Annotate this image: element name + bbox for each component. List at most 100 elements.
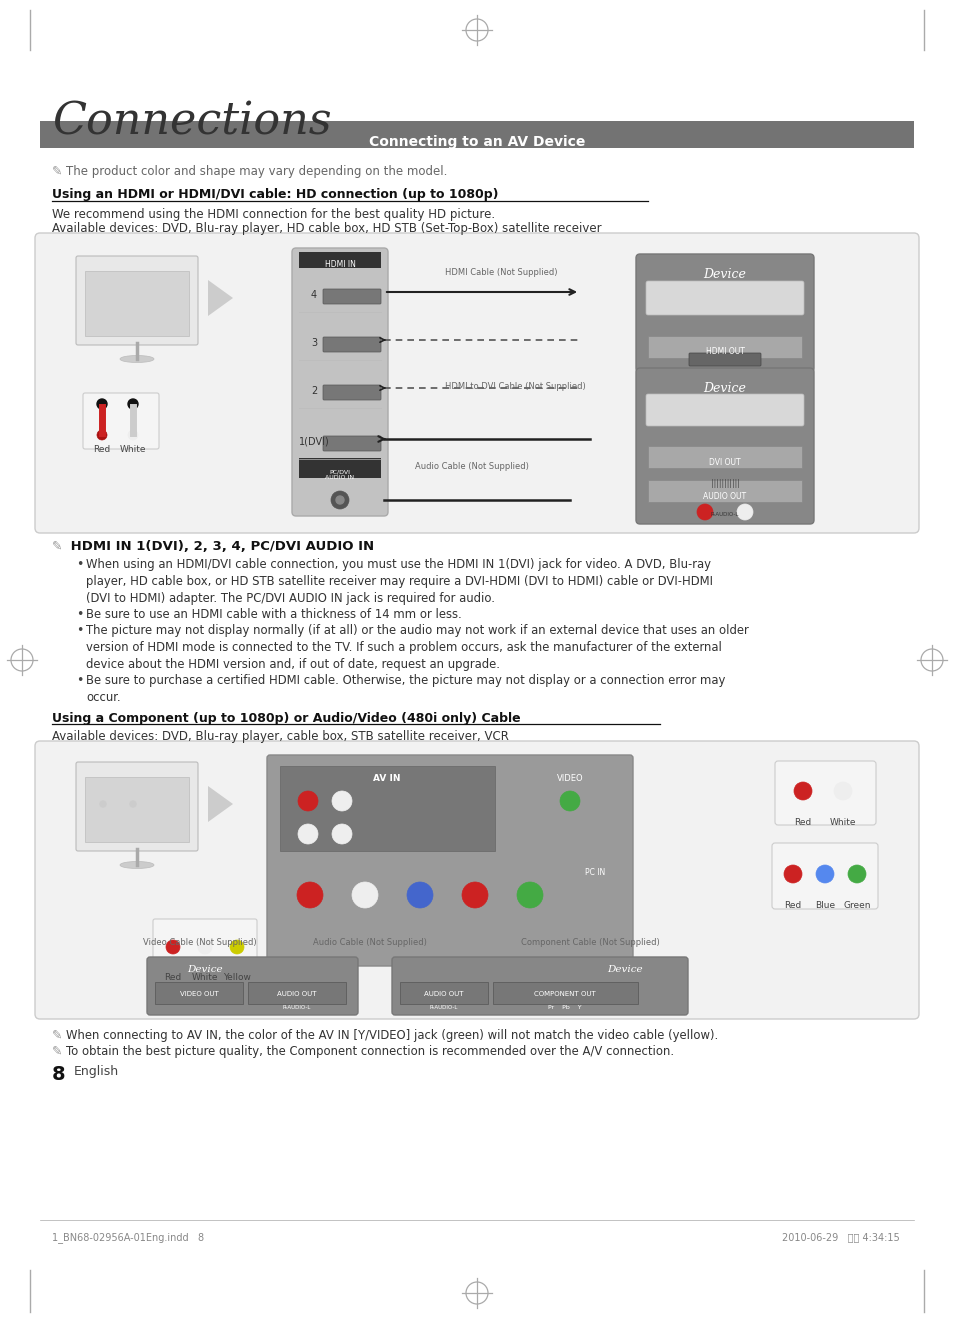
Text: White: White <box>829 818 856 827</box>
Bar <box>647 480 801 502</box>
Text: When connecting to AV IN, the color of the AV IN [Y/VIDEO] jack (green) will not: When connecting to AV IN, the color of t… <box>66 1029 718 1042</box>
Circle shape <box>97 399 107 410</box>
Circle shape <box>331 491 349 509</box>
Text: Red: Red <box>164 974 181 982</box>
Text: Component Cable (Not Supplied): Component Cable (Not Supplied) <box>520 938 659 947</box>
Circle shape <box>833 782 851 801</box>
Text: VIDEO OUT: VIDEO OUT <box>179 991 218 997</box>
Text: ✎: ✎ <box>52 1029 63 1042</box>
FancyBboxPatch shape <box>323 337 380 351</box>
Text: HDMI IN 1(DVI), 2, 3, 4, PC/DVI AUDIO IN: HDMI IN 1(DVI), 2, 3, 4, PC/DVI AUDIO IN <box>66 540 374 553</box>
Text: ✎: ✎ <box>52 165 63 178</box>
Text: PC IN: PC IN <box>584 868 604 877</box>
FancyBboxPatch shape <box>152 919 256 978</box>
Circle shape <box>793 782 811 801</box>
Text: We recommend using the HDMI connection for the best quality HD picture.: We recommend using the HDMI connection f… <box>52 207 495 221</box>
Text: 4: 4 <box>311 291 316 300</box>
FancyBboxPatch shape <box>35 232 918 532</box>
Circle shape <box>737 505 752 520</box>
Text: Connecting to an AV Device: Connecting to an AV Device <box>369 135 584 149</box>
Text: Red: Red <box>794 818 811 827</box>
Text: Using an HDMI or HDMI/DVI cable: HD connection (up to 1080p): Using an HDMI or HDMI/DVI cable: HD conn… <box>52 188 498 201</box>
Text: Green: Green <box>842 901 870 910</box>
Bar <box>647 446 801 468</box>
Polygon shape <box>208 786 233 822</box>
Text: Be sure to use an HDMI cable with a thickness of 14 mm or less.: Be sure to use an HDMI cable with a thic… <box>86 608 461 621</box>
Circle shape <box>815 865 833 882</box>
Text: Red: Red <box>93 445 111 454</box>
Text: Be sure to purchase a certified HDMI cable. Otherwise, the picture may not displ: Be sure to purchase a certified HDMI cab… <box>86 674 724 704</box>
Circle shape <box>100 801 106 807</box>
Circle shape <box>461 882 488 908</box>
FancyBboxPatch shape <box>636 254 813 373</box>
Text: Available devices: DVD, Blu-ray player, HD cable box, HD STB (Set-Top-Box) satel: Available devices: DVD, Blu-ray player, … <box>52 222 601 235</box>
Bar <box>154 982 243 1004</box>
Circle shape <box>297 824 317 844</box>
Bar <box>85 271 189 336</box>
Text: 3: 3 <box>311 338 316 347</box>
FancyBboxPatch shape <box>771 843 877 909</box>
Text: 1_BN68-02956A-01Eng.indd   8: 1_BN68-02956A-01Eng.indd 8 <box>52 1232 204 1243</box>
Text: Device: Device <box>702 382 745 395</box>
Text: AUDIO OUT: AUDIO OUT <box>424 991 463 997</box>
Circle shape <box>847 865 865 882</box>
Text: Audio Cable (Not Supplied): Audio Cable (Not Supplied) <box>313 938 427 947</box>
Text: R-AUDIO-L: R-AUDIO-L <box>430 1005 457 1011</box>
Text: Available devices: DVD, Blu-ray player, cable box, STB satellite receiver, VCR: Available devices: DVD, Blu-ray player, … <box>52 731 508 742</box>
FancyBboxPatch shape <box>76 762 198 851</box>
Bar <box>298 458 380 478</box>
FancyBboxPatch shape <box>83 394 159 449</box>
Text: AUDIO OUT: AUDIO OUT <box>702 491 746 501</box>
Text: ✎: ✎ <box>52 1045 63 1058</box>
Text: Device: Device <box>702 268 745 281</box>
Text: HDMI OUT: HDMI OUT <box>705 347 743 355</box>
Text: To obtain the best picture quality, the Component connection is recommended over: To obtain the best picture quality, the … <box>66 1045 674 1058</box>
Text: Using a Component (up to 1080p) or Audio/Video (480i only) Cable: Using a Component (up to 1080p) or Audio… <box>52 712 520 725</box>
Ellipse shape <box>120 861 153 868</box>
Text: ✎: ✎ <box>52 540 63 553</box>
FancyBboxPatch shape <box>323 289 380 304</box>
Circle shape <box>296 882 323 908</box>
Text: Device: Device <box>187 966 223 974</box>
Bar <box>298 252 380 268</box>
Text: Yellow: Yellow <box>223 974 251 982</box>
Text: 8: 8 <box>52 1065 66 1085</box>
Circle shape <box>407 882 433 908</box>
Text: |||||||||||: ||||||||||| <box>710 480 739 487</box>
Text: DVI OUT: DVI OUT <box>708 458 740 468</box>
Text: The picture may not display normally (if at all) or the audio may not work if an: The picture may not display normally (if… <box>86 624 748 671</box>
Circle shape <box>332 824 352 844</box>
FancyBboxPatch shape <box>76 256 198 345</box>
FancyBboxPatch shape <box>267 756 633 966</box>
Circle shape <box>517 882 542 908</box>
Text: Pr    Pb    Y: Pr Pb Y <box>548 1005 581 1011</box>
Circle shape <box>230 941 244 954</box>
FancyBboxPatch shape <box>323 436 380 450</box>
Text: Device: Device <box>606 966 642 974</box>
Circle shape <box>130 801 136 807</box>
Circle shape <box>128 399 138 410</box>
Text: Blue: Blue <box>814 901 834 910</box>
Text: •: • <box>76 608 83 621</box>
FancyBboxPatch shape <box>774 761 875 826</box>
Text: R-AUDIO-L: R-AUDIO-L <box>710 511 739 517</box>
Bar <box>399 982 488 1004</box>
Text: AV IN: AV IN <box>373 774 400 783</box>
Circle shape <box>332 791 352 811</box>
Circle shape <box>783 865 801 882</box>
FancyBboxPatch shape <box>292 248 388 517</box>
Bar <box>85 777 189 841</box>
FancyBboxPatch shape <box>645 394 803 425</box>
FancyBboxPatch shape <box>392 956 687 1015</box>
Text: 2010-06-29   오후 4:34:15: 2010-06-29 오후 4:34:15 <box>781 1232 899 1242</box>
Text: Video Cable (Not Supplied): Video Cable (Not Supplied) <box>143 938 256 947</box>
Text: HDMI Cable (Not Supplied): HDMI Cable (Not Supplied) <box>444 268 557 277</box>
FancyBboxPatch shape <box>323 384 380 400</box>
Ellipse shape <box>120 355 153 362</box>
Text: •: • <box>76 624 83 637</box>
Polygon shape <box>208 280 233 316</box>
FancyBboxPatch shape <box>645 281 803 314</box>
Text: AUDIO OUT: AUDIO OUT <box>277 991 316 997</box>
Text: COMPONENT OUT: COMPONENT OUT <box>534 991 596 997</box>
Bar <box>40 122 913 148</box>
